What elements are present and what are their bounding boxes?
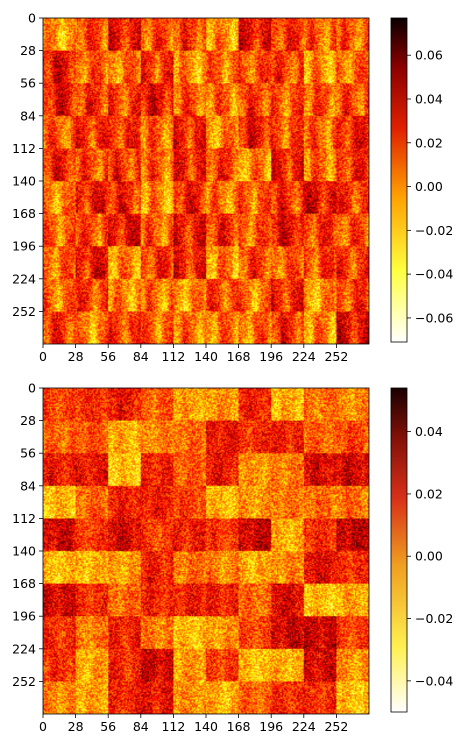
y-tick-label: 112 — [12, 511, 36, 526]
colorbar-tick-label: 0.04 — [415, 92, 443, 107]
colorbar-tick-label: −0.06 — [415, 310, 453, 325]
heatmap-image-bottom — [43, 388, 369, 714]
y-tick-label: 252 — [12, 674, 36, 689]
colorbar-frame-top — [390, 17, 408, 343]
x-tick-label: 112 — [161, 719, 185, 734]
colorbar-bottom — [391, 388, 407, 712]
y-tick-label: 196 — [12, 239, 36, 254]
y-axis-top: 0 28 56 84 112 140 168 196 224 252 — [12, 11, 43, 319]
colorbar-tick-label: −0.04 — [415, 673, 453, 688]
x-tick-label: 28 — [68, 349, 84, 364]
colorbar-tick-label: 0.00 — [415, 179, 443, 194]
x-tick-label: 168 — [227, 349, 251, 364]
colorbar-tick-label: 0.02 — [415, 135, 443, 150]
colorbar-tick-label: 0.04 — [415, 424, 443, 439]
y-tick-label: 252 — [12, 304, 36, 319]
y-tick-label: 168 — [12, 206, 36, 221]
x-tick-label: 140 — [194, 349, 218, 364]
heatmap-chart-top: 0 28 56 84 112 140 168 196 224 252 0 28 56 84 112 140 1… — [0, 0, 466, 372]
y-tick-label: 56 — [20, 76, 36, 91]
x-tick-label: 140 — [194, 719, 218, 734]
x-tick-label: 224 — [292, 719, 316, 734]
x-tick-label: 84 — [133, 349, 149, 364]
colorbar-axis-top: 0.06 0.04 0.02 0.00 −0.02 −0.04 −0.06 — [407, 48, 453, 325]
y-tick-label: 140 — [12, 174, 36, 189]
y-tick-label: 196 — [12, 609, 36, 624]
y-axis-bottom: 0 28 56 84 112 140 168 196 224 252 — [12, 381, 43, 689]
colorbar-tick-label: −0.02 — [415, 223, 453, 238]
x-tick-label: 196 — [259, 349, 283, 364]
x-tick-label: 112 — [161, 349, 185, 364]
x-tick-label: 0 — [39, 349, 47, 364]
colorbar-frame-bottom — [390, 387, 408, 713]
colorbar-tick-label: 0.06 — [415, 48, 443, 63]
x-tick-label: 196 — [259, 719, 283, 734]
y-tick-label: 84 — [20, 478, 36, 493]
y-tick-label: 0 — [28, 381, 36, 396]
heatmap-panel-top: 0 28 56 84 112 140 168 196 224 252 0 28 56 84 112 140 1… — [0, 0, 466, 372]
y-tick-label: 140 — [12, 544, 36, 559]
y-tick-label: 28 — [20, 413, 36, 428]
x-tick-label: 224 — [292, 349, 316, 364]
y-tick-label: 168 — [12, 576, 36, 591]
colorbar-tick-label: 0.02 — [415, 486, 443, 501]
x-tick-label: 252 — [324, 349, 348, 364]
colorbar-tick-label: −0.02 — [415, 611, 453, 626]
x-tick-label: 56 — [100, 719, 116, 734]
colorbar-tick-label: −0.04 — [415, 267, 453, 282]
y-tick-label: 28 — [20, 43, 36, 58]
colorbar-axis-bottom: 0.04 0.02 0.00 −0.02 −0.04 — [407, 424, 453, 688]
x-axis-bottom: 0 28 56 84 112 140 168 196 224 252 — [39, 714, 348, 734]
heatmap-chart-bottom: 0 28 56 84 112 140 168 196 224 252 0 28 56 84 112 140 1… — [0, 372, 466, 745]
heatmap-image-top — [43, 18, 369, 344]
x-axis-top: 0 28 56 84 112 140 168 196 224 252 — [39, 344, 348, 364]
x-tick-label: 56 — [100, 349, 116, 364]
y-tick-label: 224 — [12, 271, 36, 286]
x-tick-label: 252 — [324, 719, 348, 734]
y-tick-label: 112 — [12, 141, 36, 156]
y-tick-label: 84 — [20, 108, 36, 123]
colorbar-top — [391, 18, 407, 342]
x-tick-label: 28 — [68, 719, 84, 734]
y-tick-label: 0 — [28, 11, 36, 26]
x-tick-label: 168 — [227, 719, 251, 734]
y-tick-label: 56 — [20, 446, 36, 461]
heatmap-panel-bottom: 0 28 56 84 112 140 168 196 224 252 0 28 56 84 112 140 1… — [0, 372, 466, 745]
x-tick-label: 84 — [133, 719, 149, 734]
y-tick-label: 224 — [12, 641, 36, 656]
colorbar-tick-label: 0.00 — [415, 549, 443, 564]
x-tick-label: 0 — [39, 719, 47, 734]
